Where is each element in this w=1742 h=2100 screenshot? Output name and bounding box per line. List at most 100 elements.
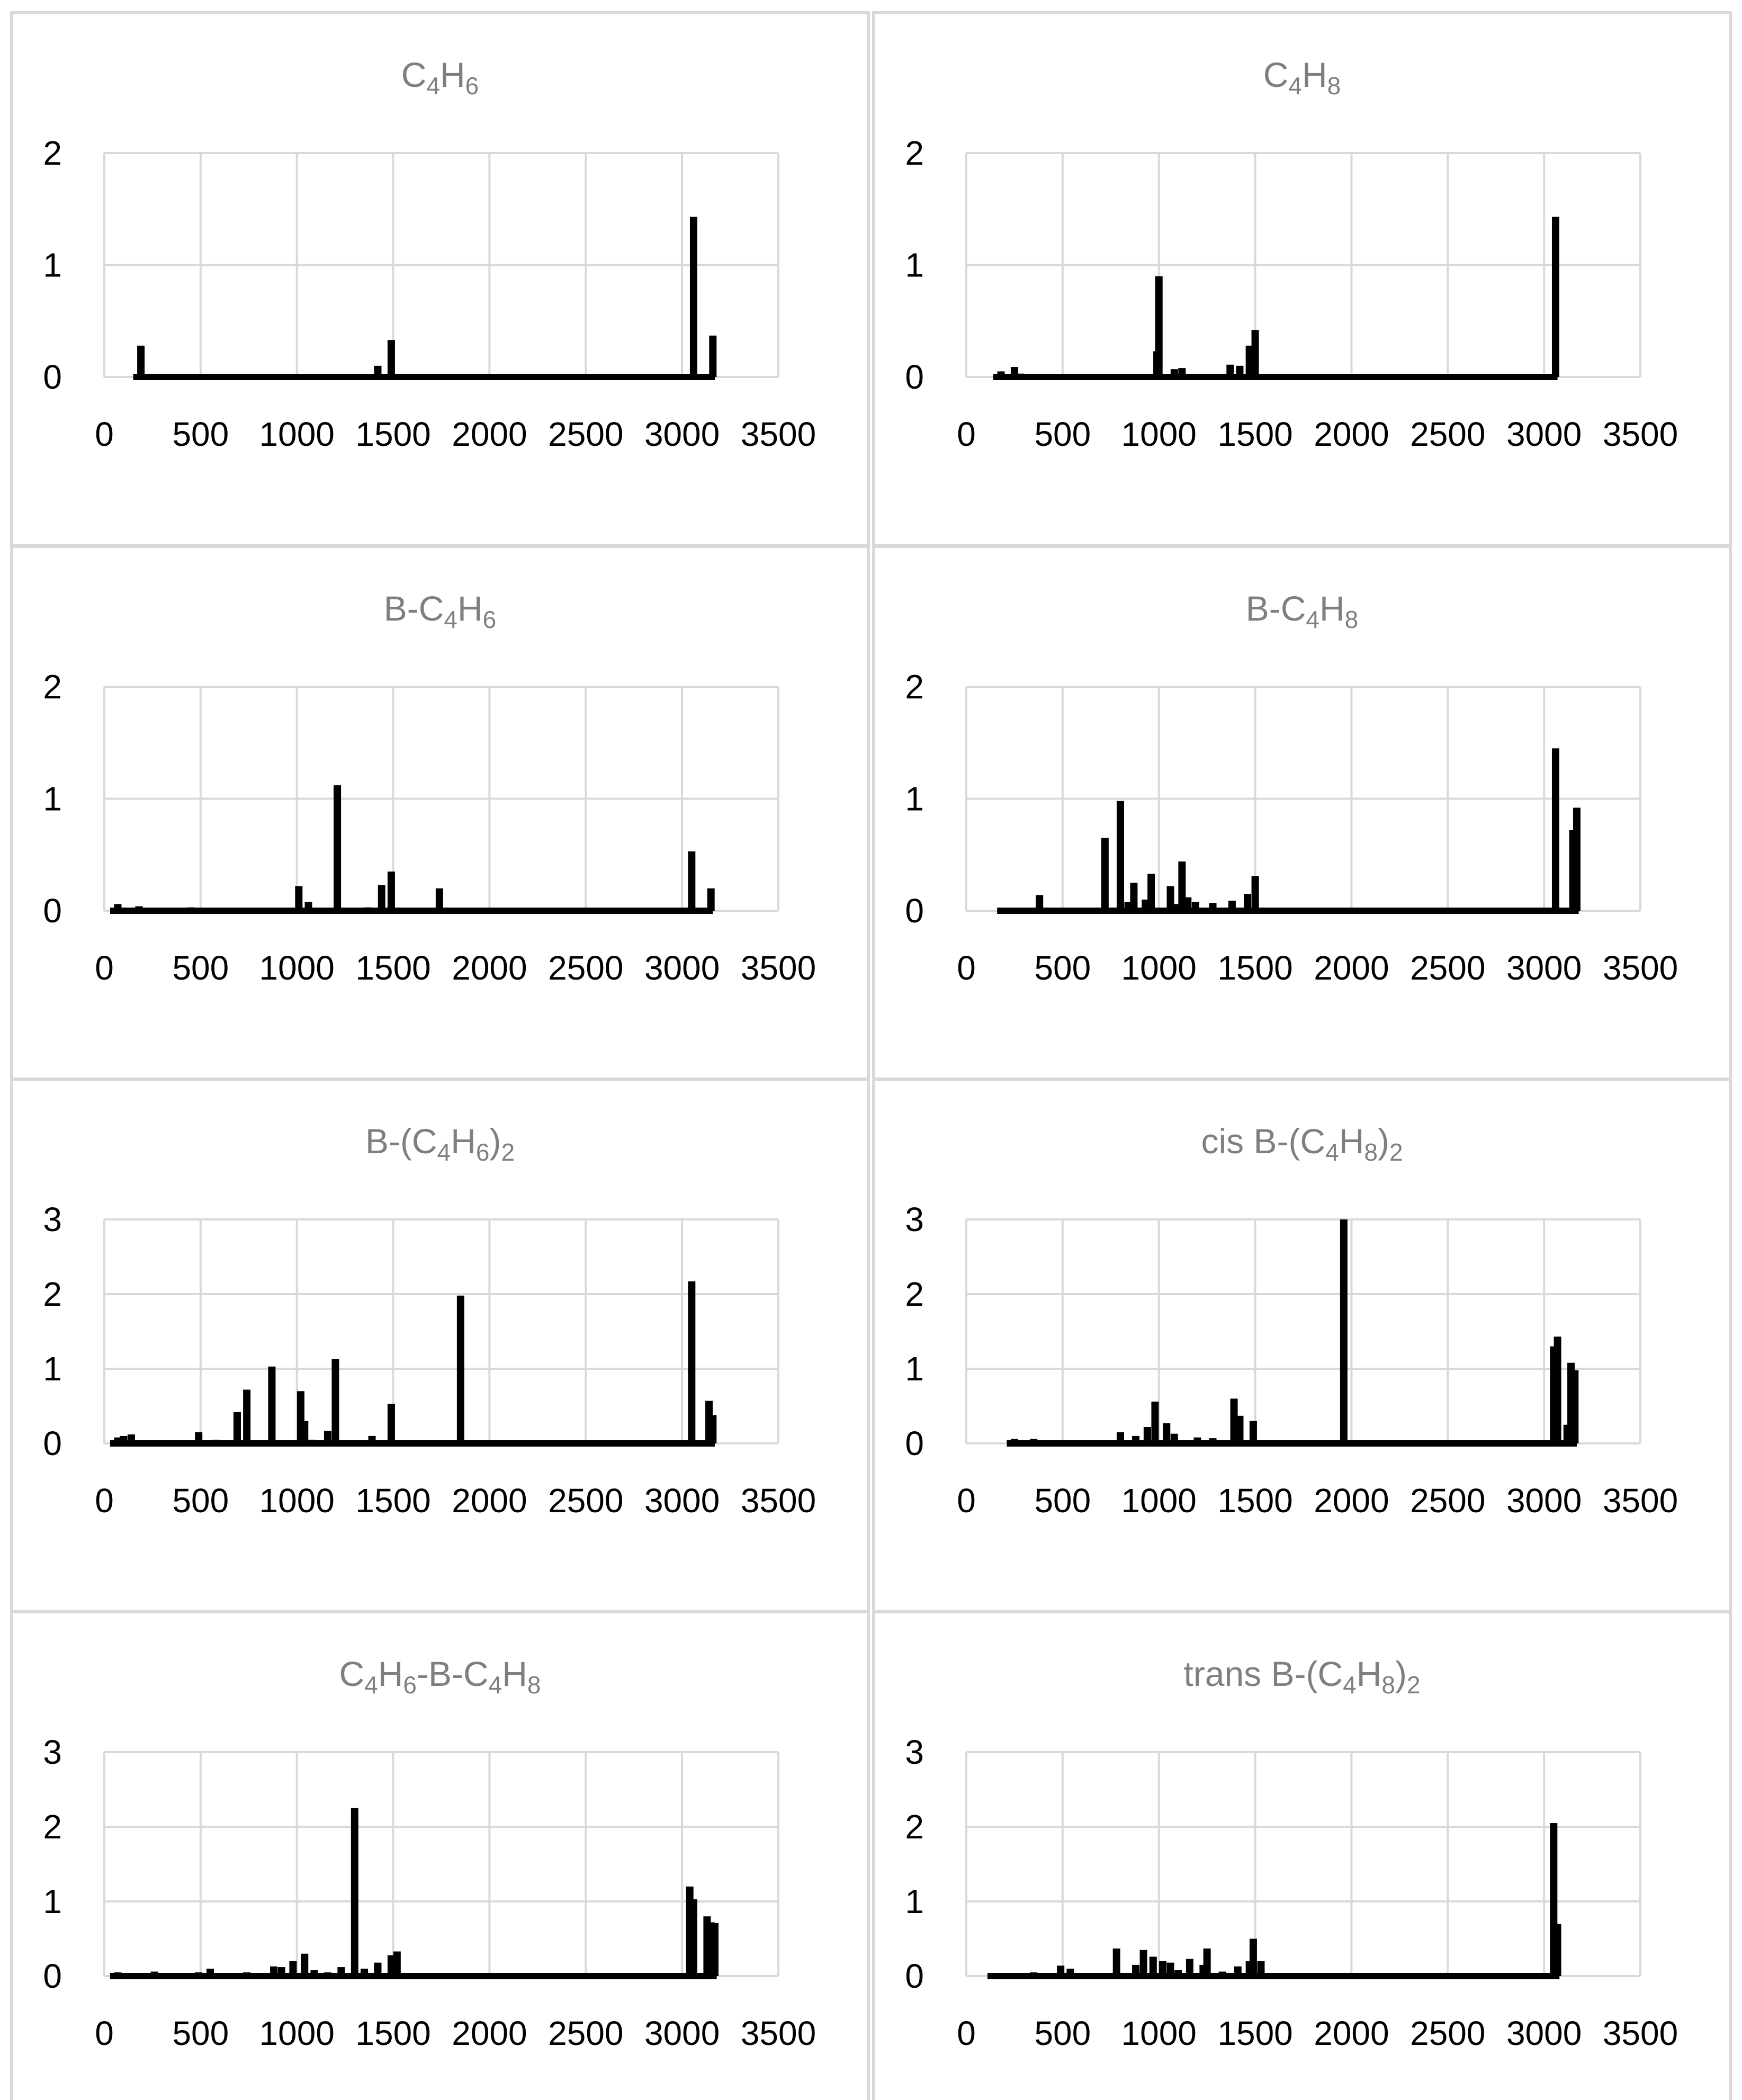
title-segment: H — [378, 1654, 403, 1693]
spectrum-peak — [195, 1432, 203, 1443]
x-tick-label: 0 — [95, 1482, 114, 1520]
spectrum-peak — [1151, 1402, 1159, 1443]
panel-frame — [10, 1078, 870, 1613]
x-tick-label: 500 — [172, 415, 229, 453]
chart-title: B-C4H8 — [1246, 589, 1359, 633]
spectrum-peak — [437, 1975, 445, 1976]
spectrum-peak — [139, 1973, 147, 1976]
x-tick-label: 3500 — [1603, 2014, 1678, 2052]
x-tick-label: 1500 — [355, 2014, 430, 2052]
spectrum-peak — [1551, 748, 1559, 911]
x-tick-label: 1500 — [1217, 1482, 1292, 1520]
x-tick-label: 3000 — [644, 2014, 720, 2052]
spectrum-peak — [1551, 217, 1559, 377]
x-tick-label: 2500 — [548, 1482, 623, 1520]
x-tick-label: 3000 — [1506, 1482, 1582, 1520]
spectrum-peak — [1236, 1415, 1244, 1443]
x-tick-label: 3000 — [644, 949, 720, 987]
x-tick-label: 1500 — [1217, 415, 1292, 453]
spectrum-peak — [378, 885, 385, 911]
spectrum-peak — [268, 1366, 276, 1443]
y-tick-label: 0 — [905, 358, 924, 396]
spectrum-peak — [1203, 1948, 1211, 1976]
spectrum-peak — [1142, 899, 1150, 911]
spectrum-peak — [1554, 1336, 1561, 1443]
spectrum-peak — [1174, 1970, 1182, 1976]
spectrum-panel-5: B-(C4H6)20 500 1000 1500 2000 2500 3000 3500012… — [10, 1078, 870, 1613]
x-tick-label: 500 — [1034, 2014, 1091, 2052]
spectrum-peak — [1057, 1966, 1065, 1976]
y-tick-label: 1 — [43, 246, 62, 284]
title-subscript: 4 — [1325, 1138, 1339, 1166]
x-tick-label: 500 — [172, 2014, 229, 2052]
spectrum-peak — [351, 1808, 358, 1976]
title-segment: H — [1357, 1654, 1382, 1693]
y-tick-label: 0 — [905, 892, 924, 930]
spectrum-peak — [1193, 1437, 1201, 1443]
y-tick-label: 2 — [43, 668, 62, 706]
spectrum-peak — [361, 1968, 369, 1976]
x-tick-label: 2000 — [452, 415, 527, 453]
spectrum-peak — [1244, 894, 1252, 911]
title-segment: H — [457, 589, 483, 628]
spectrum-peak — [1571, 1370, 1579, 1443]
x-tick-label: 2500 — [548, 949, 623, 987]
title-subscript: 4 — [1343, 1671, 1357, 1699]
y-tick-label: 1 — [43, 780, 62, 818]
x-tick-label: 2000 — [452, 1482, 527, 1520]
spectrum-peak — [689, 217, 697, 377]
spectrum-peak — [304, 902, 312, 911]
spectrum-peak — [127, 1434, 135, 1443]
spectrum-peak — [1116, 1432, 1124, 1443]
x-tick-label: 3500 — [741, 949, 816, 987]
spectrum-peak — [1010, 1973, 1018, 1976]
spectrum-panel-2: C4H8 0 500 1000 1500 2000 2500 3000 3500 0 1 2 — [872, 11, 1732, 547]
spectrum-peak — [310, 1970, 318, 1976]
x-tick-label: 2000 — [452, 2014, 527, 2052]
title-subscript: 2 — [1389, 1138, 1403, 1166]
spectrum-peak — [114, 1437, 122, 1443]
x-tick-label: 500 — [172, 1482, 229, 1520]
y-tick-label: 2 — [43, 1808, 62, 1846]
spectrum-peak — [1554, 1924, 1561, 1976]
x-tick-label: 500 — [1034, 415, 1091, 453]
title-subscript: 4 — [437, 1138, 451, 1166]
title-segment: H — [502, 1654, 527, 1693]
title-subscript: 6 — [476, 1138, 490, 1166]
title-subscript: 4 — [364, 1671, 378, 1699]
chart-title: C4H6-B-C4H8 — [339, 1654, 541, 1699]
title-subscript: 4 — [426, 72, 440, 100]
y-tick-label: 1 — [43, 1882, 62, 1920]
spectrum-peak — [1236, 365, 1244, 377]
spectrum-peak — [1001, 909, 1009, 911]
x-tick-label: 500 — [172, 949, 229, 987]
x-tick-label: 0 — [957, 2014, 976, 2052]
y-tick-label: 3 — [905, 1200, 924, 1239]
spectrum-peak — [295, 886, 303, 911]
x-tick-label: 2500 — [1410, 2014, 1485, 2052]
spectrum-peak — [1010, 1439, 1018, 1443]
x-tick-label: 1500 — [355, 949, 430, 987]
spectrum-peak — [120, 1435, 128, 1443]
spectrum-peak — [1149, 1957, 1157, 1976]
y-tick-label: 2 — [905, 1808, 924, 1846]
title-segment: H — [1302, 55, 1327, 94]
spectrum-peak — [1166, 886, 1174, 911]
spectrum-peak — [1249, 1939, 1257, 1976]
y-tick-label: 3 — [43, 1200, 62, 1239]
spectrum-peak — [689, 1899, 697, 1976]
title-segment: H — [451, 1121, 476, 1161]
x-tick-label: 1000 — [1121, 2014, 1197, 2052]
spectrum-panel-1: C4H6 0 500 1000 1500 2000 2500 3000 3500 0 1 2 — [10, 11, 870, 547]
spectrum-peak — [1251, 876, 1259, 911]
spectrum-peak — [1186, 1959, 1193, 1976]
x-tick-label: 2500 — [1410, 949, 1485, 987]
x-tick-label: 2000 — [1314, 949, 1389, 987]
chart-title: C4H6 — [401, 55, 479, 100]
x-tick-label: 0 — [95, 949, 114, 987]
x-tick-label: 3500 — [741, 2014, 816, 2052]
y-tick-label: 1 — [905, 246, 924, 284]
spectrum-peak — [162, 1973, 170, 1976]
spectrum-peak — [1132, 1964, 1140, 1976]
title-subscript: 4 — [1288, 72, 1302, 100]
